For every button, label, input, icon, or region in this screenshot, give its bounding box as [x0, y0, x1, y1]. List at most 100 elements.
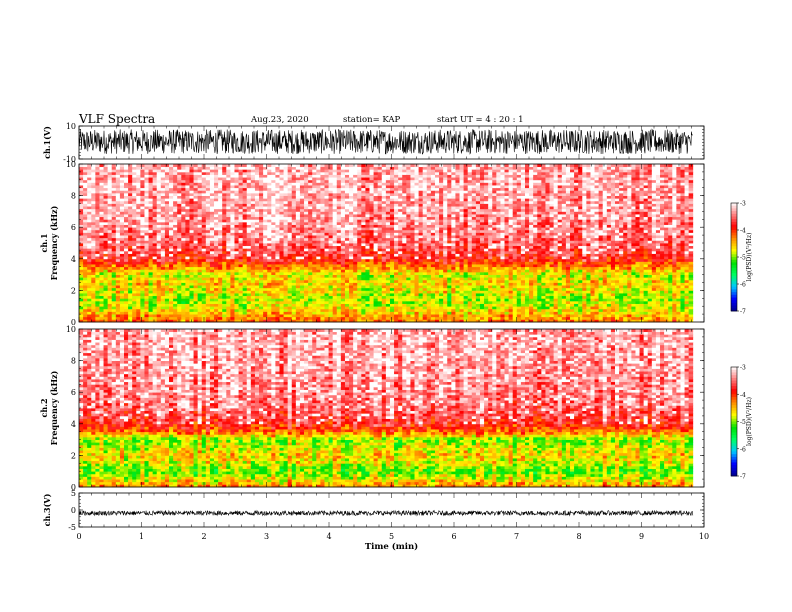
spectrogram-cell: [295, 306, 301, 310]
spectrogram-cell: [365, 177, 370, 181]
spectrogram-cell: [353, 298, 358, 302]
spectrogram-cell: [128, 237, 133, 241]
spectrogram-cell: [152, 311, 158, 315]
spectrogram-cell: [389, 187, 395, 191]
spectrogram-cell: [353, 195, 358, 199]
spectrogram-cell: [336, 214, 342, 218]
spectrogram-cell: [361, 287, 366, 291]
spectrogram-cell: [214, 169, 219, 173]
spectrogram-cell: [328, 203, 334, 207]
spectrogram-cell: [279, 174, 284, 178]
spectrogram-cell: [291, 185, 297, 189]
spectrogram-cell: [377, 229, 383, 233]
spectrogram-cell: [291, 169, 297, 173]
spectrogram-cell: [136, 311, 141, 315]
spectrogram-cell: [312, 237, 317, 241]
spectrogram-cell: [295, 264, 301, 268]
spectrogram-cell: [238, 277, 244, 281]
spectrogram-cell: [250, 206, 256, 210]
spectrogram-cell: [238, 306, 244, 310]
spectrogram-cell: [377, 206, 383, 210]
ch1-waveform-trace: [78, 128, 693, 155]
spectrogram-cell: [119, 195, 125, 199]
spectrogram-cell: [148, 237, 154, 241]
spectrogram-cell: [402, 206, 407, 210]
spectrogram-cell: [250, 177, 256, 181]
spectrogram-cell: [83, 274, 88, 278]
spectrogram-cell: [164, 198, 170, 202]
spectrogram-cell: [156, 264, 162, 268]
spectrogram-cell: [287, 227, 293, 231]
spectrogram-cell: [107, 227, 113, 231]
spectrogram-cell: [164, 264, 170, 268]
spectrogram-cell: [103, 235, 109, 239]
spectrogram-cell: [344, 277, 350, 281]
spectrogram-cell: [242, 287, 248, 291]
spectrogram-cell: [136, 200, 141, 204]
spectrogram-cell: [291, 198, 297, 202]
spectrogram-cell: [209, 245, 215, 249]
spectrogram-cell: [136, 203, 141, 207]
spectrogram-cell: [193, 177, 199, 181]
spectrogram-cell: [336, 219, 342, 223]
spectrogram-cell: [340, 243, 346, 247]
spectrogram-cell: [291, 208, 297, 212]
spectrogram-cell: [402, 300, 407, 304]
spectrogram-cell: [406, 208, 411, 212]
spectrogram-cell: [377, 235, 383, 239]
spectrogram-cell: [320, 203, 325, 207]
spectrogram-cell: [160, 298, 166, 302]
spectrogram-cell: [373, 206, 379, 210]
spectrogram-cell: [304, 216, 309, 220]
spectrogram-cell: [140, 250, 145, 254]
spectrogram-cell: [271, 219, 276, 223]
spectrogram-cell: [377, 261, 383, 265]
spectrogram-cell: [291, 171, 297, 175]
spectrogram-cell: [365, 240, 370, 244]
spectrogram-cell: [283, 219, 289, 223]
spectrogram-cell: [369, 293, 374, 297]
spectrogram-cell: [111, 208, 117, 212]
spectrogram-cell: [152, 179, 158, 183]
spectrogram-cell: [312, 164, 317, 168]
spectrogram-cell: [324, 293, 329, 297]
spectrogram-cell: [312, 179, 317, 183]
spectrogram-cell: [361, 243, 366, 247]
spectrogram-cell: [336, 211, 342, 215]
spectrogram-cell: [242, 243, 248, 247]
spectrogram-cell: [242, 248, 248, 252]
spectrogram-cell: [312, 319, 317, 323]
spectrogram-cell: [312, 298, 317, 302]
spectrogram-cell: [87, 235, 92, 239]
spectrogram-cell: [344, 219, 350, 223]
spectrogram-cell: [279, 274, 284, 278]
spectrogram-cell: [385, 290, 391, 294]
spectrogram-cell: [230, 203, 235, 207]
spectrogram-cell: [185, 258, 190, 262]
spectrogram-cell: [124, 229, 129, 233]
spectrogram-cell: [205, 171, 211, 175]
spectrogram-cell: [209, 258, 215, 262]
spectrogram-cell: [250, 253, 256, 257]
spectrogram-cell: [381, 214, 387, 218]
spectrogram-cell: [353, 269, 358, 273]
spectrogram-cell: [324, 166, 329, 170]
spectrogram-cell: [398, 261, 403, 265]
spectrogram-cell: [316, 250, 321, 254]
spectrogram-cell: [312, 269, 317, 273]
spectrogram-cell: [152, 174, 158, 178]
spectrogram-cell: [365, 290, 370, 294]
spectrogram-cell: [169, 279, 174, 283]
spectrogram-cell: [144, 290, 149, 294]
spectrogram-cell: [291, 195, 297, 199]
spectrogram-cell: [205, 237, 211, 241]
spectrogram-cell: [398, 174, 403, 178]
spectrogram-cell: [152, 227, 158, 231]
spectrogram-cell: [189, 171, 194, 175]
spectrogram-cell: [193, 190, 199, 194]
spectrogram-cell: [283, 293, 289, 297]
spectrogram-cell: [111, 216, 117, 220]
spectrogram-cell: [287, 279, 293, 283]
spectrogram-cell: [369, 192, 374, 196]
spectrogram-cell: [115, 206, 121, 210]
